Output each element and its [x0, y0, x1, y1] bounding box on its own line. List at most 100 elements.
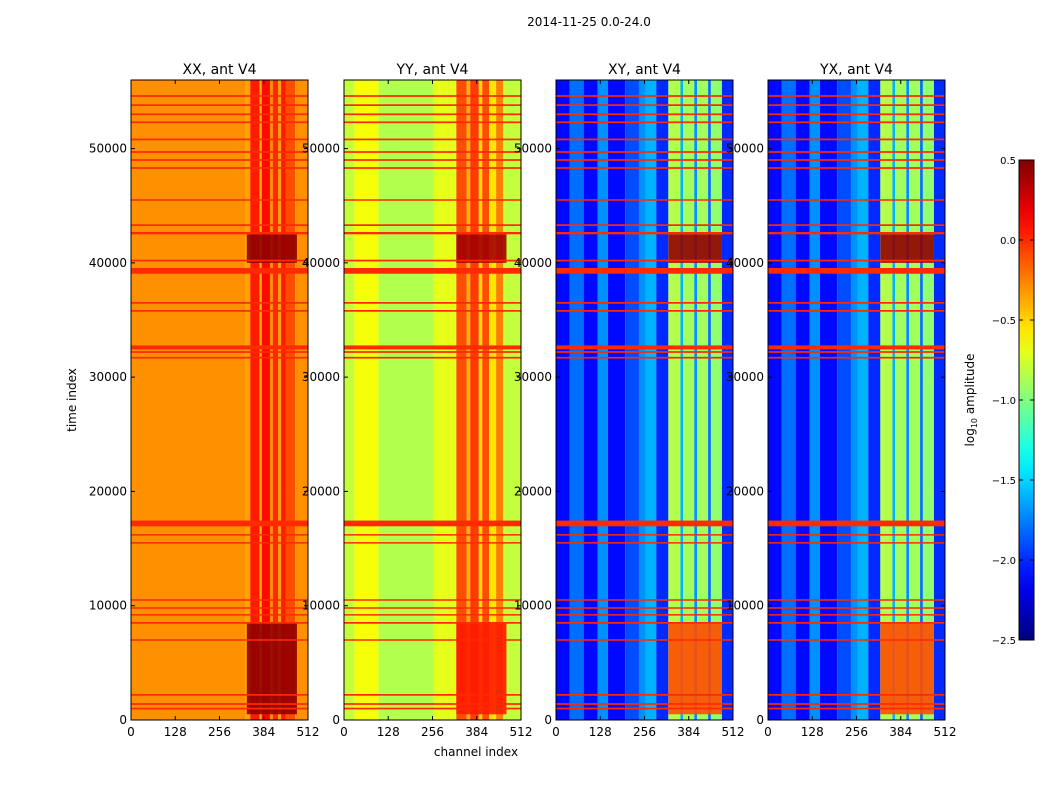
band-1-1 [354, 80, 379, 720]
flagged-row-0-0 [131, 707, 308, 710]
flagged-row-0-22 [131, 159, 308, 161]
figure-title: 2014-11-25 0.0-24.0 [527, 15, 651, 29]
flagged-row-0-3 [131, 639, 308, 641]
y-tick-label-3-0: 0 [756, 713, 764, 727]
flagged-row-0-15 [131, 302, 308, 304]
band-3-4 [819, 80, 838, 720]
flagged-row-2-12 [556, 351, 733, 353]
band-0-0 [131, 80, 246, 720]
flagged-row-0-21 [131, 167, 308, 169]
flagged-row-2-18 [556, 232, 733, 235]
flagged-row-1-24 [344, 138, 521, 141]
y-tick-label-3-2: 20000 [726, 484, 764, 498]
colorbar-tick-label-5: −2.0 [992, 556, 1016, 567]
flagged-row-2-7 [556, 599, 733, 601]
band-3-2 [795, 80, 810, 720]
flagged-row-1-22 [344, 159, 521, 161]
flagged-row-1-21 [344, 167, 521, 169]
band-0-8 [281, 80, 286, 720]
y-tick-label-0-3: 30000 [89, 370, 127, 384]
panel-title-3: YX, ant V4 [819, 62, 893, 78]
flagged-row-0-14 [131, 310, 308, 312]
band-2-5 [625, 80, 639, 720]
y-tick-label-1-2: 20000 [302, 484, 340, 498]
flagged-row-1-16 [344, 268, 521, 274]
band-3-11 [895, 80, 907, 720]
hot-region-3-1 [880, 234, 934, 263]
flagged-row-3-9 [768, 534, 945, 536]
flagged-row-1-5 [344, 614, 521, 616]
hot-region-2-1 [668, 234, 722, 263]
band-3-6 [850, 80, 858, 720]
band-0-7 [278, 80, 282, 720]
flagged-row-3-28 [768, 95, 945, 97]
x-tick-label-0-3: 384 [252, 725, 275, 739]
band-2-10 [680, 80, 684, 720]
flagged-row-2-19 [556, 224, 733, 226]
flagged-row-3-19 [768, 224, 945, 226]
flagged-row-1-19 [344, 224, 521, 226]
panel-0: XX, ant V4 0 128 256 384 512 0 10000 20000 30000 4… [89, 62, 320, 739]
flagged-row-1-26 [344, 113, 521, 116]
flagged-row-2-6 [556, 607, 733, 609]
band-2-14 [708, 80, 711, 720]
band-2-12 [694, 80, 698, 720]
x-tick-label-1-0: 0 [340, 725, 348, 739]
y-tick-label-2-1: 10000 [514, 599, 552, 613]
flagged-row-2-21 [556, 167, 733, 169]
band-0-9 [285, 80, 296, 720]
y-axis-label: time index [65, 368, 79, 432]
x-tick-label-3-4: 512 [934, 725, 957, 739]
flagged-row-2-11 [556, 356, 733, 359]
y-tick-label-2-4: 40000 [514, 256, 552, 270]
flagged-row-3-1 [768, 703, 945, 705]
flagged-row-2-3 [556, 639, 733, 641]
flagged-row-1-6 [344, 607, 521, 609]
band-3-5 [837, 80, 851, 720]
panel-2: XY, ant V4 0 128 256 384 512 0 10000 20000 30000 4… [514, 62, 745, 739]
flagged-row-3-22 [768, 159, 945, 161]
band-3-14 [920, 80, 923, 720]
flagged-row-3-18 [768, 232, 945, 235]
flagged-row-1-1 [344, 703, 521, 705]
flagged-row-1-14 [344, 310, 521, 312]
flagged-row-3-2 [768, 694, 945, 696]
flagged-row-1-18 [344, 232, 521, 235]
band-2-13 [697, 80, 709, 720]
panel-title-2: XY, ant V4 [608, 62, 681, 78]
x-tick-label-2-0: 0 [552, 725, 560, 739]
band-1-8 [482, 80, 490, 720]
band-1-3 [433, 80, 457, 720]
y-tick-label-0-4: 40000 [89, 256, 127, 270]
band-2-16 [721, 80, 733, 720]
flagged-row-3-7 [768, 599, 945, 601]
x-tick-label-1-3: 384 [465, 725, 488, 739]
flagged-row-2-23 [556, 151, 733, 153]
flagged-row-0-28 [131, 95, 308, 97]
y-tick-label-2-5: 50000 [514, 142, 552, 156]
colorbar-tick-label-4: −1.5 [992, 476, 1016, 487]
flagged-row-3-16 [768, 268, 945, 274]
flagged-row-1-13 [344, 345, 521, 350]
x-tick-label-0-4: 512 [297, 725, 320, 739]
band-3-7 [857, 80, 869, 720]
flagged-row-0-2 [131, 694, 308, 696]
flagged-row-3-15 [768, 302, 945, 304]
panel-title-1: YY, ant V4 [396, 62, 469, 78]
hot-region-0-0 [246, 622, 297, 715]
x-tick-label-0-0: 0 [127, 725, 135, 739]
flagged-row-0-8 [131, 542, 308, 544]
flagged-row-2-28 [556, 95, 733, 97]
band-3-8 [868, 80, 881, 720]
flagged-row-1-15 [344, 302, 521, 304]
band-2-15 [710, 80, 722, 720]
x-tick-label-3-3: 384 [889, 725, 912, 739]
flagged-row-3-14 [768, 310, 945, 312]
band-1-10 [496, 80, 504, 720]
x-tick-label-1-1: 128 [377, 725, 400, 739]
band-2-4 [607, 80, 626, 720]
flagged-row-0-23 [131, 151, 308, 153]
x-tick-label-2-4: 512 [722, 725, 745, 739]
flagged-row-1-20 [344, 199, 521, 201]
flagged-row-0-4 [131, 622, 308, 624]
